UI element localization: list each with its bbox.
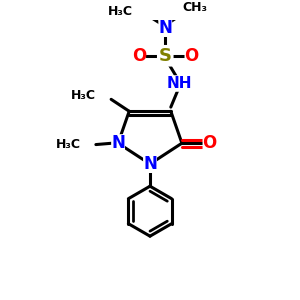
Text: O: O (132, 47, 146, 65)
Text: N: N (158, 19, 172, 37)
Text: O: O (184, 47, 199, 65)
Text: H₃C: H₃C (56, 138, 81, 151)
Text: N: N (111, 134, 125, 152)
Text: CH₃: CH₃ (182, 1, 207, 14)
Text: O: O (202, 134, 217, 152)
Text: NH: NH (167, 76, 192, 91)
Text: H₃C: H₃C (71, 89, 96, 103)
Text: N: N (143, 155, 157, 173)
Text: H₃C: H₃C (108, 5, 133, 18)
Text: S: S (159, 47, 172, 65)
